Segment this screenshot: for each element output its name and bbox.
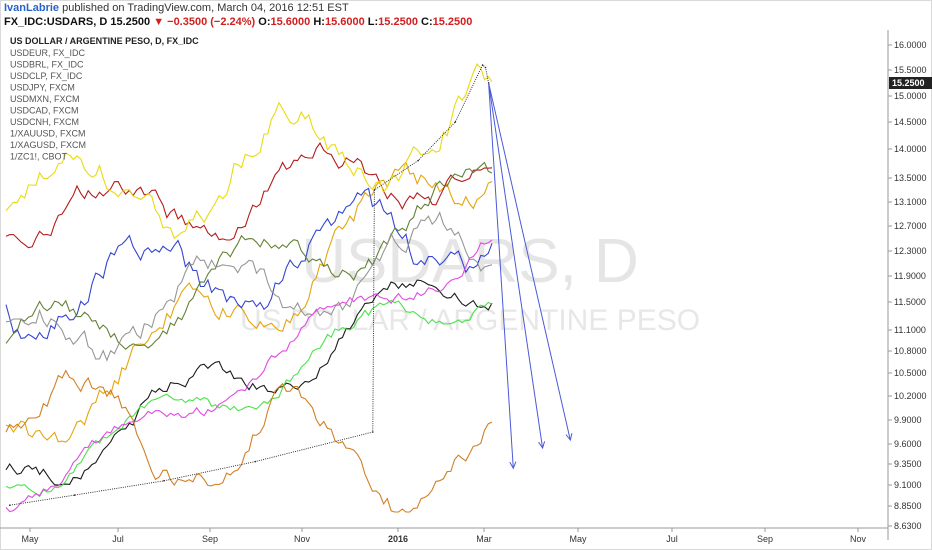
main-series-point [163,480,165,482]
y-tick-label: 8.6300 [894,521,922,531]
main-series-point [9,504,11,507]
chart-title: US DOLLAR / ARGENTINE PESO, D, FX_IDC [10,36,199,46]
y-tick-label: 8.8500 [894,501,922,511]
open-value: 15.6000 [270,16,311,28]
x-tick-label: Sep [202,534,218,544]
projection-arrowhead [509,461,517,470]
comparison-series-line [5,161,493,443]
y-tick-label: 11.5000 [894,297,926,307]
main-series-point [481,64,484,66]
x-tick-label: May [21,534,39,544]
price-marker [889,77,932,89]
x-tick-label: Mar [476,534,492,544]
publish-text: published on TradingView.com, March 04, … [59,2,349,14]
legend-item: 1/ZC1!, CBOT [10,152,68,162]
legend-item: 1/XAUUSD, FXCM [10,129,86,139]
x-tick-label: Jul [666,534,678,544]
projection-layer [488,82,573,470]
x-tick-label: Nov [294,534,311,544]
x-tick-label: Sep [757,534,773,544]
projection-arrowhead [565,433,573,442]
legend: US DOLLAR / ARGENTINE PESO, D, FX_IDC US… [10,36,199,162]
comparison-series-line [5,211,493,362]
low-value: 15.2500 [378,16,418,28]
main-series-layer [9,64,490,507]
legend-item: USDMXN, FXCM [10,94,80,104]
y-tick-label: 9.3500 [894,459,922,469]
main-series-point [73,494,76,496]
series-layer [5,63,493,513]
y-tick-label: 14.0000 [894,144,927,154]
legend-item: USDBRL, FX_IDC [10,60,84,70]
y-tick-label: 15.5000 [894,65,927,75]
axes: 16.0000 15.5000 15.0000 14.5000 14.0000 13.50… [0,30,932,544]
y-tick-label: 12.3000 [894,246,927,256]
main-series-point [254,460,256,463]
open-label: O: [258,16,271,28]
projection-line [488,82,514,469]
x-tick-label: 2016 [388,534,408,544]
comparison-series-line [5,141,493,249]
x-tick-label: Jul [112,534,124,544]
y-tick-label: 9.1000 [894,480,922,490]
high-value: 15.6000 [324,16,365,28]
high-label: H: [313,16,325,28]
y-tick-label: 9.9000 [894,415,922,425]
comparison-series-line [5,63,493,240]
y-tick-label: 9.6000 [894,439,922,449]
main-series-point [372,431,374,433]
projection-arrowhead [538,441,546,450]
author-link[interactable]: IvanLabrie [4,2,60,14]
symbol-label: FX_IDC:USDARS, D [4,16,108,28]
legend-item: USDCAD, FXCM [10,106,79,116]
close-label: C: [421,16,433,28]
y-tick-label: 13.1000 [894,197,927,207]
y-tick-label: 16.0000 [894,40,927,50]
y-tick-label: 13.5000 [894,173,927,183]
y-tick-label: 10.5000 [894,368,927,378]
main-series-point [454,121,457,123]
legend-item: USDCNH, FXCM [10,117,79,127]
comparison-series-line [5,161,493,351]
projection-line [488,82,544,449]
comparison-series-line [5,279,493,486]
comparison-series-line [5,299,493,498]
price-marker-label: 15.2500 [892,78,925,88]
comparison-series-line [5,239,493,513]
y-tick-label: 15.0000 [894,91,927,101]
y-tick-label: 10.2000 [894,391,927,401]
change-value: −0.3500 (−2.24%) [167,16,256,28]
y-tick-label: 12.7000 [894,221,927,231]
x-tick-label: Nov [850,534,867,544]
comparison-series-line [5,187,493,341]
y-tick-label: 11.9000 [894,271,926,281]
legend-item: USDCLP, FX_IDC [10,71,83,81]
main-series-point [373,189,376,191]
x-tick-label: May [569,534,587,544]
watermark-main: USDARS, D [301,227,639,296]
publish-info: IvanLabrie published on TradingView.com,… [4,2,349,14]
legend-item: USDJPY, FXCM [10,83,75,93]
y-tick-label: 14.5000 [894,117,927,127]
down-arrow-icon: ▼ [153,16,165,28]
close-value: 15.2500 [432,16,473,28]
projection-line [488,82,571,441]
low-label: L: [367,16,379,28]
y-tick-label: 11.1000 [894,325,926,335]
main-series-point [417,159,419,162]
y-tick-label: 10.8000 [894,346,927,356]
last-price: 15.2500 [110,16,151,28]
symbol-info: FX_IDC:USDARS, D 15.2500 ▼ −0.3500 (−2.2… [4,16,472,28]
legend-item: 1/XAGUSD, FXCM [10,140,86,150]
main-series-point [484,66,487,69]
legend-item: USDEUR, FX_IDC [10,48,86,58]
comparison-series-line [5,369,493,513]
